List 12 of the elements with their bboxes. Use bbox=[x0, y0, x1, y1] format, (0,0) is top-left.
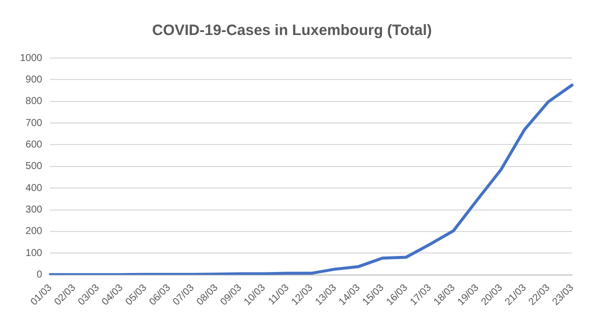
y-tick-label: 100 bbox=[26, 248, 43, 259]
y-tick-label: 300 bbox=[26, 204, 43, 216]
y-tick-label: 800 bbox=[26, 96, 43, 108]
y-tick-label: 600 bbox=[26, 139, 43, 150]
y-tick-label: 400 bbox=[26, 182, 43, 194]
chart-title: COVID-19-Cases in Luxembourg (Total) bbox=[152, 22, 432, 40]
y-tick-label: 700 bbox=[26, 118, 43, 129]
y-tick-label: 200 bbox=[26, 226, 43, 238]
y-tick-label: 500 bbox=[26, 161, 43, 172]
y-tick-label: 0 bbox=[36, 270, 43, 281]
y-tick-label: 1000 bbox=[20, 52, 43, 64]
y-tick-label: 900 bbox=[26, 74, 43, 86]
